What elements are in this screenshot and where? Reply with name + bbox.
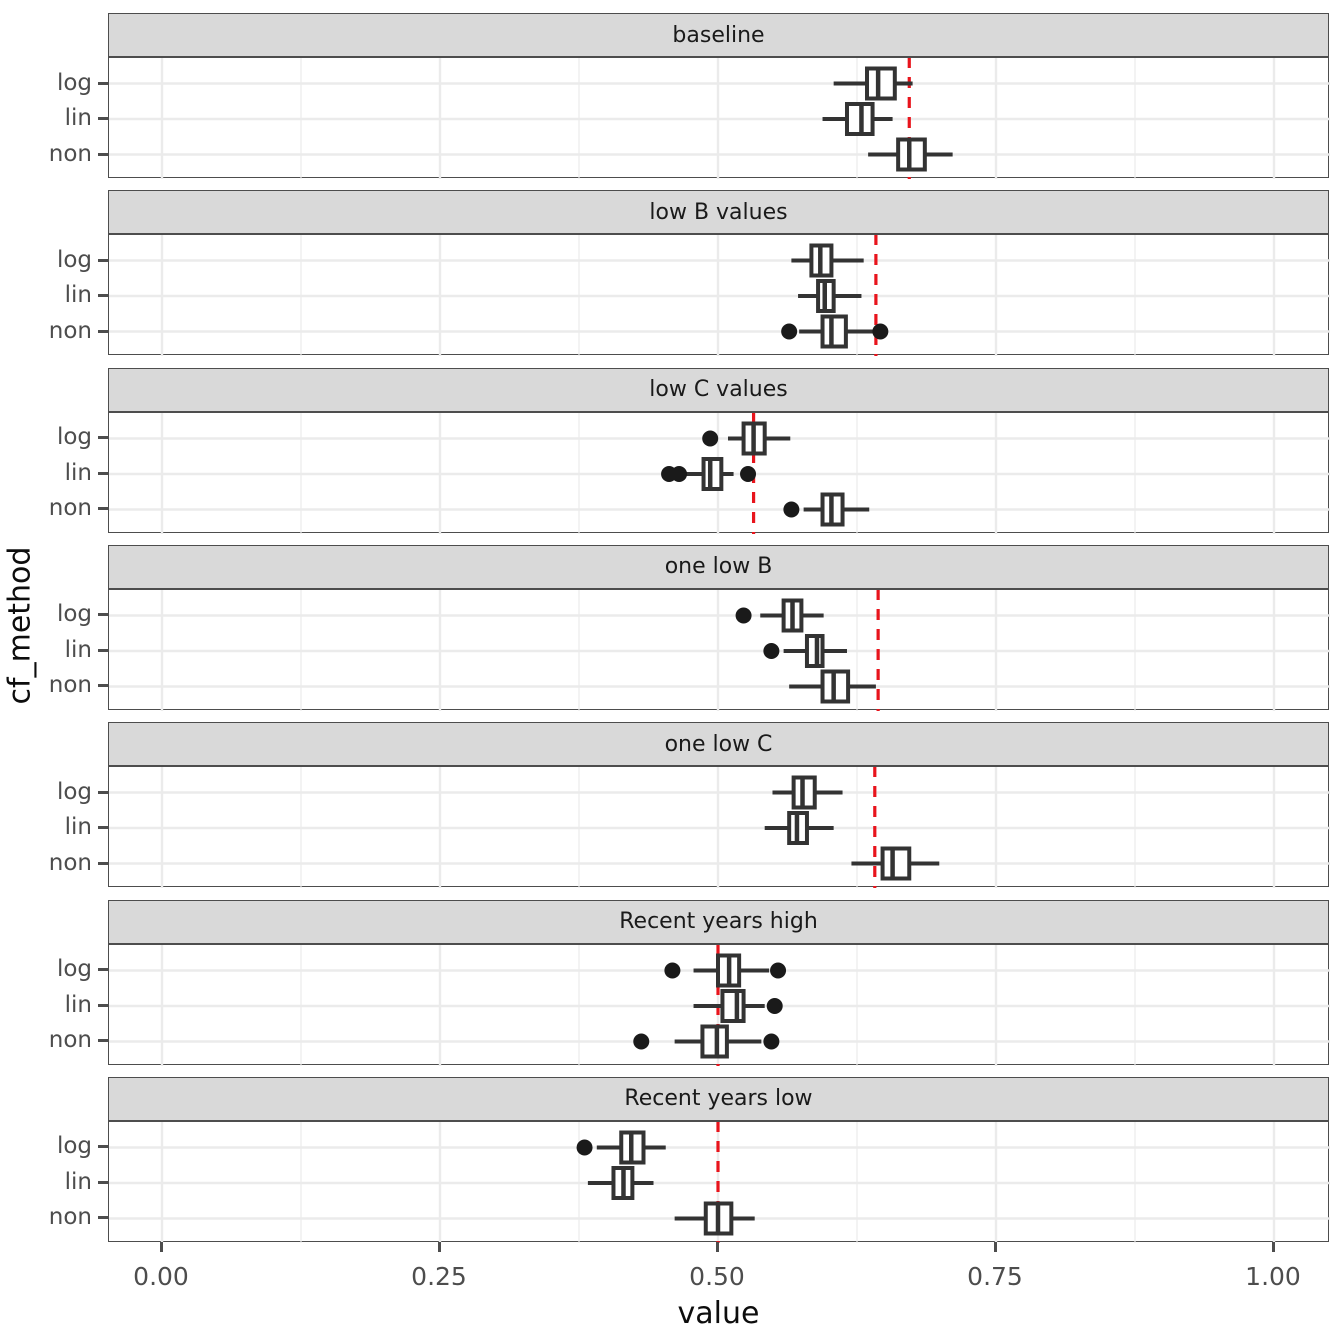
facet-plot-area [108, 234, 1330, 357]
y-tick-label-log: log [56, 956, 92, 982]
facet-panel: one low B [108, 544, 1330, 711]
facet-plot-area [108, 411, 1330, 534]
y-axis-tick-mark [98, 152, 108, 156]
facet-plot-area [108, 57, 1330, 179]
y-tick-label-non: non [48, 317, 92, 344]
x-axis-tick-mark [993, 1241, 997, 1252]
y-axis-tick-mark [98, 294, 108, 298]
y-axis-tick-mark [98, 1003, 108, 1007]
facet-strip-label: low B values [108, 190, 1329, 235]
y-axis-tick-mark [98, 81, 108, 85]
facet-panel: one low C [108, 722, 1330, 889]
y-axis-tick-mark [98, 613, 108, 617]
y-axis-tick-mark [98, 1216, 108, 1220]
x-axis-tick-mark [437, 1241, 441, 1252]
facet-strip-label: Recent years high [108, 899, 1329, 944]
y-axis-tick-mark [98, 117, 108, 120]
facet-strip-label: one low B [108, 544, 1329, 589]
y-tick-label-lin: lin [64, 105, 92, 131]
y-tick-label-log: log [56, 1133, 92, 1160]
facet-strip-label: Recent years low [108, 1076, 1329, 1121]
x-axis-title: value [677, 1296, 760, 1331]
facet-panel: low C values [108, 367, 1330, 534]
y-tick-label-lin: lin [64, 636, 92, 663]
y-axis-tick-mark [98, 1039, 108, 1042]
y-tick-label-log: log [56, 778, 92, 805]
x-tick-label: 0.50 [689, 1262, 745, 1291]
facet-strip-label: one low C [108, 722, 1329, 767]
facet-panel: baseline [108, 13, 1330, 179]
y-tick-label-log: log [56, 601, 92, 628]
y-axis-tick-mark [98, 968, 108, 971]
y-axis-tick-mark [98, 507, 108, 511]
facet-strip-label: low C values [108, 367, 1329, 412]
y-tick-label-log: log [56, 424, 92, 451]
y-tick-label-lin: lin [64, 459, 92, 486]
y-tick-label-non: non [48, 1204, 92, 1231]
y-tick-label-lin: lin [64, 1168, 92, 1195]
facet-panel: low B values [108, 190, 1330, 357]
y-axis-tick-mark [98, 861, 108, 865]
y-tick-label-non: non [48, 849, 92, 876]
y-tick-label-lin: lin [64, 282, 92, 309]
x-tick-label: 0.25 [411, 1262, 467, 1291]
facet-plot-area [108, 943, 1330, 1066]
x-tick-label: 1.00 [1245, 1262, 1301, 1291]
y-tick-label-non: non [48, 495, 92, 522]
x-axis-tick-mark [159, 1241, 163, 1252]
y-tick-label-lin: lin [64, 991, 92, 1018]
y-axis-tick-mark [98, 684, 108, 688]
y-axis-tick-mark [98, 1145, 108, 1149]
x-axis-tick-mark [1271, 1241, 1275, 1252]
y-tick-label-non: non [48, 672, 92, 699]
x-tick-label: 0.00 [133, 1262, 189, 1291]
x-axis-tick-mark [715, 1241, 719, 1252]
y-axis-tick-mark [98, 471, 108, 475]
y-axis-tick-mark [98, 790, 108, 794]
facet-strip-label: baseline [108, 13, 1329, 57]
y-axis-tick-mark [98, 826, 108, 830]
facet-panel: Recent years high [108, 899, 1330, 1066]
y-axis-tick-mark [98, 329, 108, 333]
facet-plot-area [108, 1120, 1330, 1243]
y-tick-label-non: non [48, 1027, 92, 1053]
facet-panel: Recent years low [108, 1076, 1330, 1243]
y-axis-tick-mark [98, 258, 108, 262]
y-axis-tick-mark [98, 436, 108, 440]
y-tick-label-log: log [56, 246, 92, 273]
facet-plot-area [108, 766, 1330, 889]
y-axis-tick-mark [98, 648, 108, 652]
x-tick-label: 0.75 [967, 1262, 1023, 1291]
y-tick-label-log: log [56, 69, 92, 96]
y-tick-label-non: non [48, 140, 92, 167]
facet-plot-area [108, 588, 1330, 711]
y-tick-label-lin: lin [64, 814, 92, 841]
y-axis-tick-mark [98, 1180, 108, 1184]
